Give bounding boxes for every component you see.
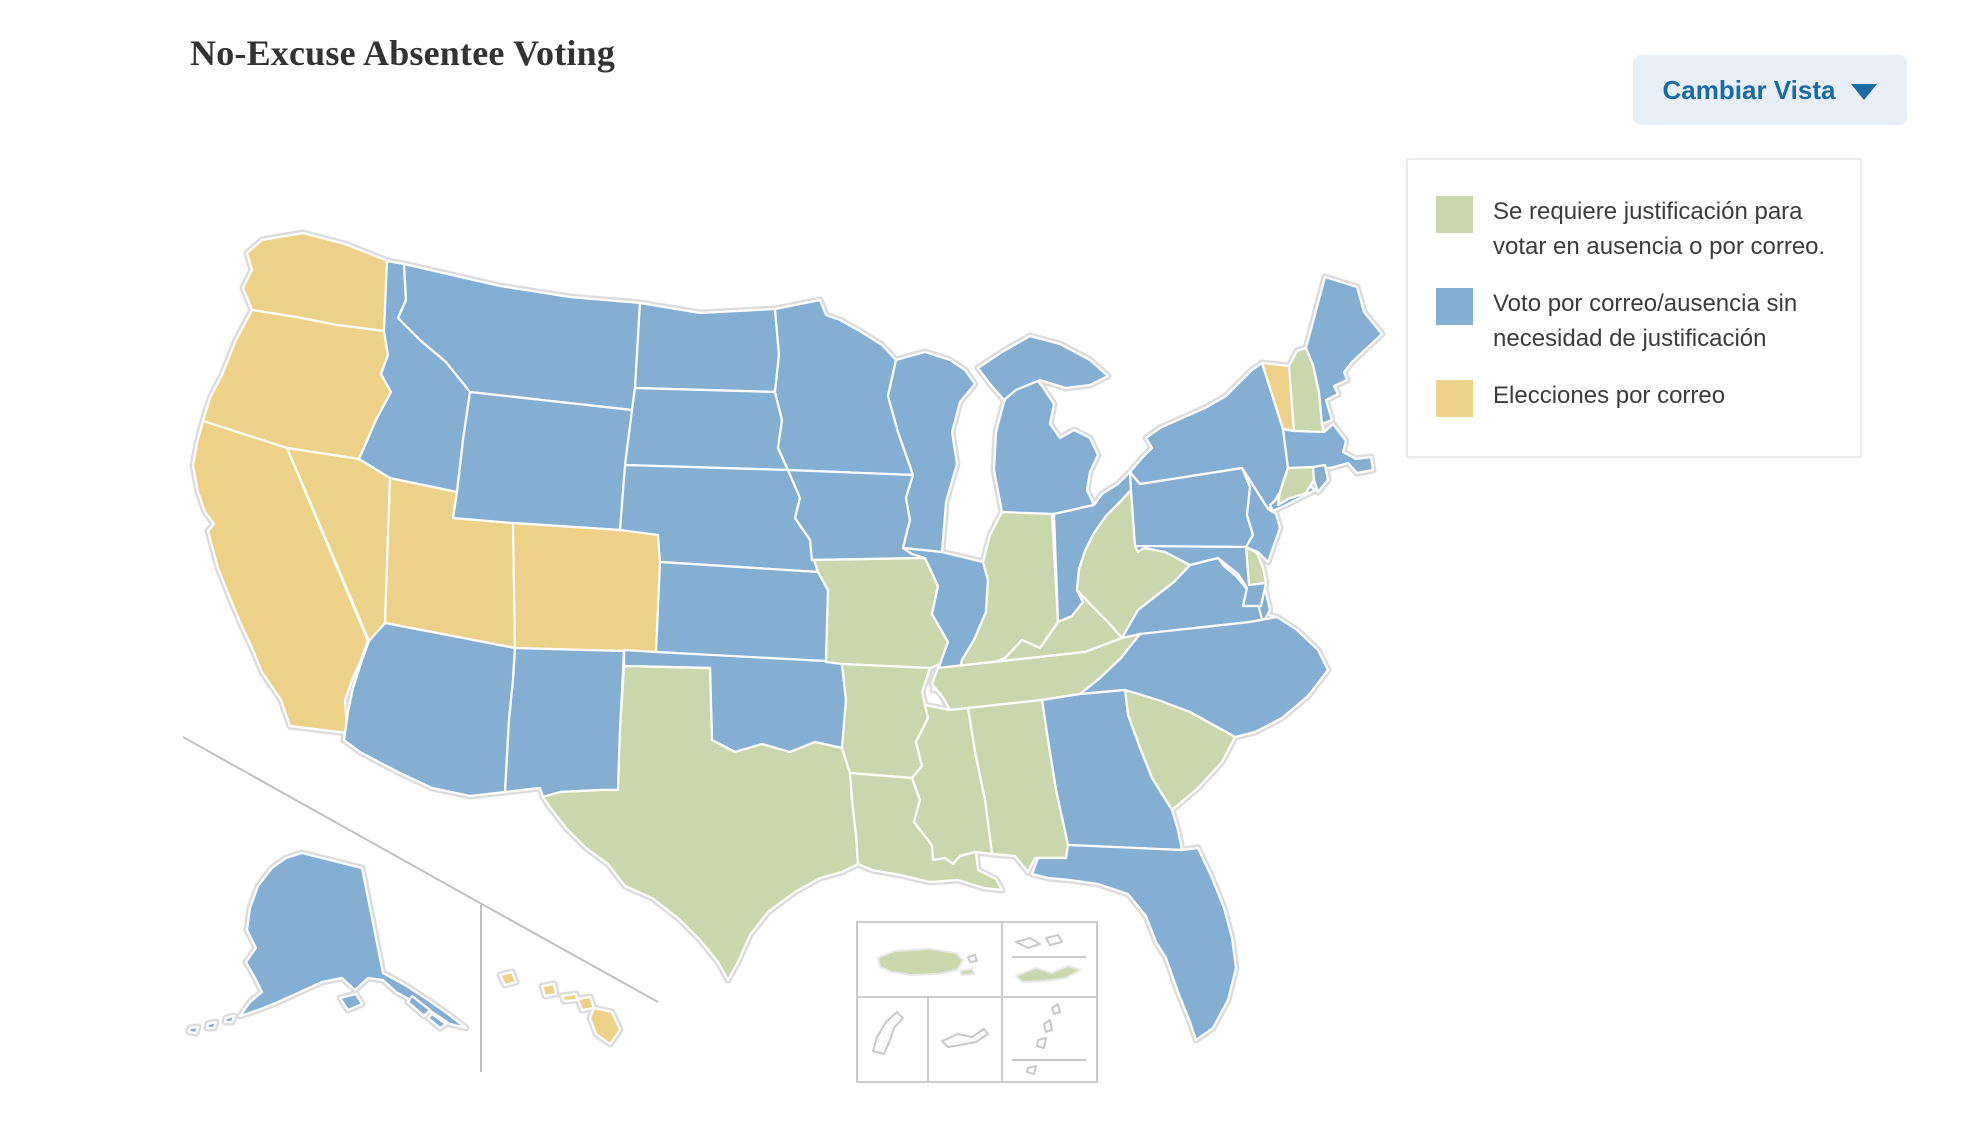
state-nm[interactable] xyxy=(503,646,626,799)
state-ms[interactable] xyxy=(910,703,994,866)
legend-item-no-excuse: Voto por correo/ausencia sin necesidad d… xyxy=(1436,286,1834,356)
state-ak[interactable] xyxy=(238,851,468,1030)
state-ri[interactable] xyxy=(1311,463,1330,494)
state-ak-aleutian-3[interactable] xyxy=(187,1025,200,1035)
territory-pr[interactable] xyxy=(877,948,964,976)
state-ks[interactable] xyxy=(654,560,830,664)
state-ca[interactable] xyxy=(191,419,370,735)
page-title: No-Excuse Absentee Voting xyxy=(190,33,616,74)
state-az[interactable] xyxy=(342,621,517,798)
state-md[interactable] xyxy=(1133,544,1268,608)
territory-vi-st-croix[interactable] xyxy=(1015,965,1081,983)
inset-divider-line-0 xyxy=(182,736,481,904)
map-legend: Se requiere justificación para votar en … xyxy=(1406,158,1862,458)
legend-label-no-excuse: Voto por correo/ausencia sin necesidad d… xyxy=(1493,290,1798,352)
territory-pr-culebra[interactable] xyxy=(967,954,978,963)
territory-pr-vieques[interactable] xyxy=(959,968,975,976)
state-hi-molokai[interactable] xyxy=(560,992,579,1003)
inset-divider-line-1 xyxy=(479,902,659,1003)
legend-label-excuse-required: Se requiere justificación para votar en … xyxy=(1493,198,1826,260)
state-nd[interactable] xyxy=(633,301,781,394)
legend-item-mail-elections: Elecciones por correo xyxy=(1436,378,1834,417)
state-co[interactable] xyxy=(511,521,668,658)
chevron-down-icon xyxy=(1851,84,1878,100)
territory-mp-2[interactable] xyxy=(1043,1019,1053,1033)
territory-as[interactable] xyxy=(941,1028,989,1048)
state-nc[interactable] xyxy=(1078,615,1330,739)
territory-vi-st-john[interactable] xyxy=(1045,934,1063,946)
territory-gu[interactable] xyxy=(872,1011,904,1055)
state-ar[interactable] xyxy=(840,662,932,780)
territory-mp-1[interactable] xyxy=(1051,1003,1061,1015)
state-me[interactable] xyxy=(1304,275,1384,426)
state-wy[interactable] xyxy=(451,390,634,532)
state-hi-big-island[interactable] xyxy=(588,1006,622,1046)
state-mi[interactable] xyxy=(992,368,1100,516)
legend-swatch-mail-elections xyxy=(1436,380,1473,417)
territory-mp-4[interactable] xyxy=(1026,1065,1037,1075)
state-ak-kodiak[interactable] xyxy=(338,992,364,1012)
legend-item-excuse-required: Se requiere justificación para votar en … xyxy=(1436,194,1834,264)
change-view-label: Cambiar Vista xyxy=(1662,74,1836,105)
change-view-button[interactable]: Cambiar Vista xyxy=(1633,55,1907,125)
state-fl[interactable] xyxy=(1030,843,1238,1042)
territory-vi-st-thomas[interactable] xyxy=(1015,937,1041,949)
state-sd[interactable] xyxy=(623,386,790,472)
state-hi-kauai[interactable] xyxy=(498,970,518,987)
state-ak-aleutian-2[interactable] xyxy=(205,1020,218,1030)
legend-label-mail-elections: Elecciones por correo xyxy=(1493,382,1726,409)
state-nj[interactable] xyxy=(1240,466,1282,564)
territory-mp-3[interactable] xyxy=(1036,1037,1047,1049)
state-hi-oahu[interactable] xyxy=(540,982,558,998)
state-mi-up[interactable] xyxy=(976,334,1110,402)
state-hi-maui[interactable] xyxy=(576,995,596,1012)
state-ak-panhandle-1[interactable] xyxy=(406,994,432,1018)
legend-swatch-excuse-required xyxy=(1436,196,1473,233)
state-ak-aleutian-1[interactable] xyxy=(223,1014,236,1024)
state-wi[interactable] xyxy=(886,350,977,554)
state-ma[interactable] xyxy=(1281,422,1375,475)
state-tx[interactable] xyxy=(541,664,860,982)
state-mo[interactable] xyxy=(810,556,950,670)
legend-swatch-no-excuse xyxy=(1436,288,1473,325)
territory-inset-grid xyxy=(856,921,1098,1083)
state-ak-panhandle-2[interactable] xyxy=(426,1012,448,1030)
